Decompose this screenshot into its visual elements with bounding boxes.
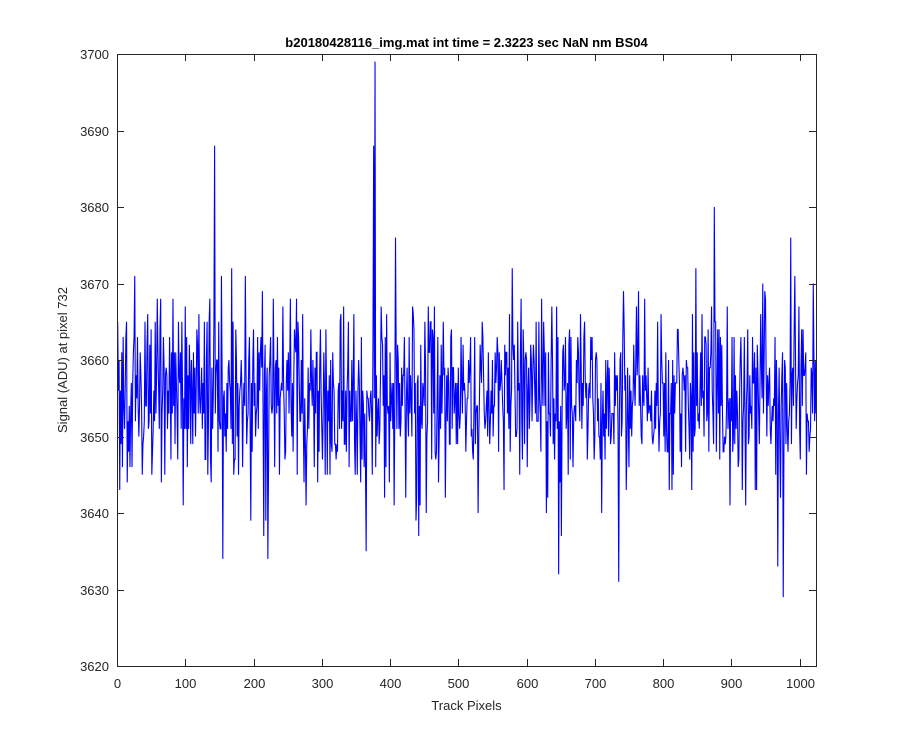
y-tick-label: 3620 bbox=[80, 659, 109, 674]
y-tick-label: 3640 bbox=[80, 506, 109, 521]
x-tick-label: 400 bbox=[380, 676, 402, 691]
x-tick-label: 800 bbox=[653, 676, 675, 691]
y-tick-label: 3700 bbox=[80, 47, 109, 62]
chart-title: b20180428116_img.mat int time = 2.3223 s… bbox=[285, 35, 648, 50]
series-line bbox=[117, 61, 816, 598]
x-tick-label: 1000 bbox=[786, 676, 815, 691]
y-tick-label: 3660 bbox=[80, 353, 109, 368]
x-tick-label: 500 bbox=[448, 676, 470, 691]
x-tick-label: 900 bbox=[721, 676, 743, 691]
y-axis: 3620 3630 3640 3650 3660 3670 3680 3690 3700 bbox=[80, 47, 816, 674]
y-tick-label: 3680 bbox=[80, 200, 109, 215]
x-tick-label: 0 bbox=[114, 676, 121, 691]
x-axis-label: Track Pixels bbox=[431, 698, 502, 713]
x-tick-label: 300 bbox=[312, 676, 334, 691]
y-axis-label: Signal (ADU) at pixel 732 bbox=[55, 287, 70, 433]
series-layer bbox=[117, 61, 816, 598]
x-tick-label: 200 bbox=[244, 676, 266, 691]
y-tick-label: 3650 bbox=[80, 430, 109, 445]
x-tick-label: 600 bbox=[517, 676, 539, 691]
x-tick-label: 100 bbox=[175, 676, 197, 691]
x-tick-label: 700 bbox=[585, 676, 607, 691]
x-axis: 0 100 200 300 400 500 600 700 800 900 1000 bbox=[114, 54, 815, 691]
y-tick-label: 3670 bbox=[80, 277, 109, 292]
y-tick-label: 3690 bbox=[80, 124, 109, 139]
y-tick-label: 3630 bbox=[80, 583, 109, 598]
